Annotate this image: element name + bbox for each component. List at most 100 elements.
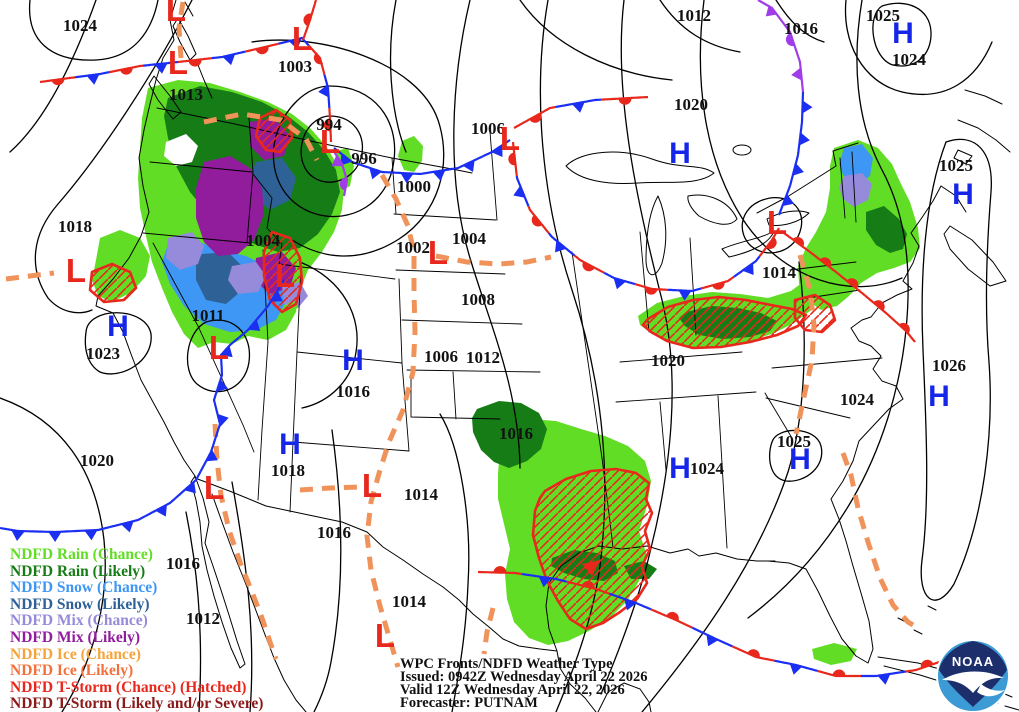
precip-area-snow_likely: [196, 252, 244, 304]
trough-line: [299, 484, 361, 493]
front-marker: [331, 155, 344, 167]
low-symbol: L: [66, 252, 86, 289]
pressure-label: 1026: [932, 356, 966, 375]
front-marker: [618, 97, 632, 105]
front-warm: [890, 316, 916, 343]
low-symbol: L: [500, 120, 520, 157]
front-marker: [742, 263, 754, 275]
front-marker: [121, 521, 134, 533]
precip-area-mix_chance: [166, 232, 204, 270]
title-block: WPC Fronts/NDFD Weather Type Issued: 094…: [400, 656, 648, 710]
map-title: WPC Fronts/NDFD Weather Type: [400, 656, 613, 672]
high-symbol: H: [892, 17, 914, 50]
front-statsame: [74, 70, 111, 79]
tstorm-area: [254, 108, 294, 154]
front-marker: [188, 59, 202, 67]
pressure-label: 1020: [651, 351, 685, 370]
tstorm-area: [531, 467, 654, 631]
trough-line: [364, 173, 418, 668]
low-symbol: L: [375, 617, 395, 654]
front-cold: [109, 515, 146, 529]
front-marker: [555, 240, 567, 253]
trough-line: [5, 270, 55, 282]
precip-area-hole: [164, 134, 198, 166]
front-marker: [508, 152, 516, 166]
front-cold: [213, 402, 222, 438]
front-marker: [432, 170, 446, 181]
front-warm: [783, 232, 813, 255]
severe-marker: [582, 560, 600, 576]
front-marker: [846, 278, 859, 289]
front-statsame: [511, 141, 518, 177]
low-symbol: L: [767, 204, 787, 241]
front-marker: [491, 145, 503, 157]
low-symbol: L: [168, 44, 188, 81]
front-statsame: [527, 205, 550, 234]
pressure-label: 1013: [169, 85, 203, 104]
precip-area-rain_chance: [812, 643, 857, 665]
front-marker: [462, 160, 475, 172]
front-marker: [369, 167, 382, 180]
front-marker: [873, 300, 885, 311]
pressure-label: 1020: [674, 95, 708, 114]
front-marker: [791, 67, 802, 81]
front-stat: [691, 626, 733, 648]
front-marker: [789, 663, 803, 675]
pressure-label: 1025: [939, 156, 973, 175]
pressure-label: 1003: [278, 57, 312, 76]
legend-item: NDFD Mix (Chance): [10, 612, 148, 630]
pressure-label: 996: [351, 149, 377, 168]
tstorm-area: [88, 262, 138, 304]
front-marker: [120, 67, 133, 75]
precip-area-mix_likely: [196, 156, 264, 256]
front-marker: [51, 78, 65, 86]
trough-line: [176, 1, 186, 59]
high-symbol: H: [669, 452, 691, 485]
front-marker: [248, 319, 261, 331]
front-cold: [391, 171, 424, 176]
pressure-label: 1014: [762, 263, 797, 282]
pressure-label: 1008: [461, 290, 495, 309]
front-cold: [453, 155, 484, 170]
low-symbol: L: [320, 123, 340, 160]
pressure-label: 1016: [336, 382, 370, 401]
front-layer: [0, 0, 949, 685]
precip-area-rain_likely: [866, 206, 907, 253]
pressure-label: 1016: [784, 19, 818, 38]
front-occluded: [332, 149, 346, 172]
front-marker: [303, 13, 312, 27]
legend-item: NDFD Rain (Likely): [10, 562, 146, 580]
front-marker: [313, 52, 324, 65]
front-marker: [819, 257, 832, 268]
precip-area-rain_likely: [472, 401, 547, 468]
pressure-label: 1024: [63, 16, 98, 35]
trough-line: [481, 607, 496, 655]
front-marker: [747, 649, 760, 659]
pressure-label-layer: 1024 1003 1013 994 996 1006 1000 1002 1004 1004 10…: [58, 6, 973, 628]
front-marker: [613, 277, 626, 290]
legend-item: NDFD Ice (Likely): [10, 662, 134, 680]
pressure-label: 1018: [271, 461, 305, 480]
front-statsame: [142, 60, 179, 67]
pressure-label: 1000: [397, 177, 431, 196]
front-cold: [199, 437, 217, 472]
front-statsame: [109, 64, 144, 74]
noaa-logo-text: NOAA: [952, 654, 994, 669]
front-statsame: [548, 232, 576, 257]
front-statsame: [733, 255, 761, 278]
pressure-label: 1025: [866, 6, 900, 25]
front-marker: [792, 163, 804, 176]
high-symbol: H: [928, 380, 950, 413]
valid-line: Valid 12Z Wednesday April 22, 2026: [400, 681, 625, 698]
high-symbol: H: [279, 428, 301, 461]
pressure-label: 1006: [424, 347, 458, 366]
front-cold: [175, 470, 202, 499]
front-marker: [184, 481, 196, 494]
front-marker: [318, 84, 329, 98]
pressure-label: 1020: [80, 451, 114, 470]
front-marker: [339, 177, 348, 191]
front-marker: [624, 598, 637, 611]
front-marker: [270, 290, 283, 302]
